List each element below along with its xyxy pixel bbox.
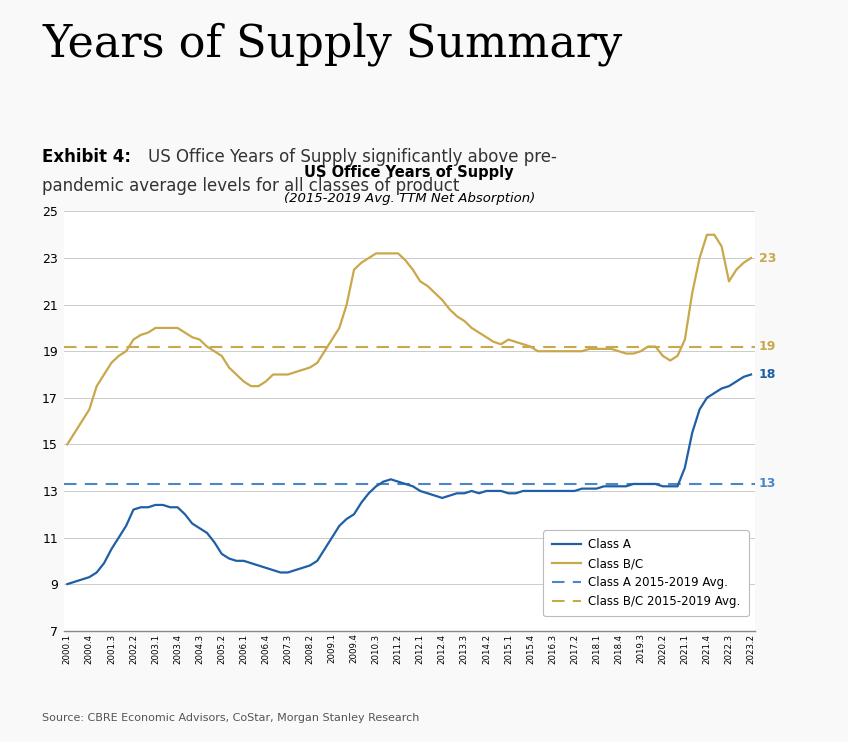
Text: 18: 18 bbox=[759, 368, 776, 381]
Text: pandemic average levels for all classes of product: pandemic average levels for all classes … bbox=[42, 177, 460, 194]
Text: Source: CBRE Economic Advisors, CoStar, Morgan Stanley Research: Source: CBRE Economic Advisors, CoStar, … bbox=[42, 714, 420, 723]
Legend: Class A, Class B/C, Class A 2015-2019 Avg., Class B/C 2015-2019 Avg.: Class A, Class B/C, Class A 2015-2019 Av… bbox=[544, 531, 749, 617]
Text: 23: 23 bbox=[759, 252, 776, 265]
Text: Years of Supply Summary: Years of Supply Summary bbox=[42, 22, 622, 66]
Text: 19: 19 bbox=[759, 340, 776, 353]
Text: Exhibit 4:: Exhibit 4: bbox=[42, 148, 131, 166]
Text: (2015-2019 Avg. TTM Net Absorption): (2015-2019 Avg. TTM Net Absorption) bbox=[283, 192, 535, 206]
Text: US Office Years of Supply: US Office Years of Supply bbox=[304, 165, 514, 180]
Text: US Office Years of Supply significantly above pre-: US Office Years of Supply significantly … bbox=[148, 148, 557, 166]
Text: 13: 13 bbox=[759, 477, 776, 490]
